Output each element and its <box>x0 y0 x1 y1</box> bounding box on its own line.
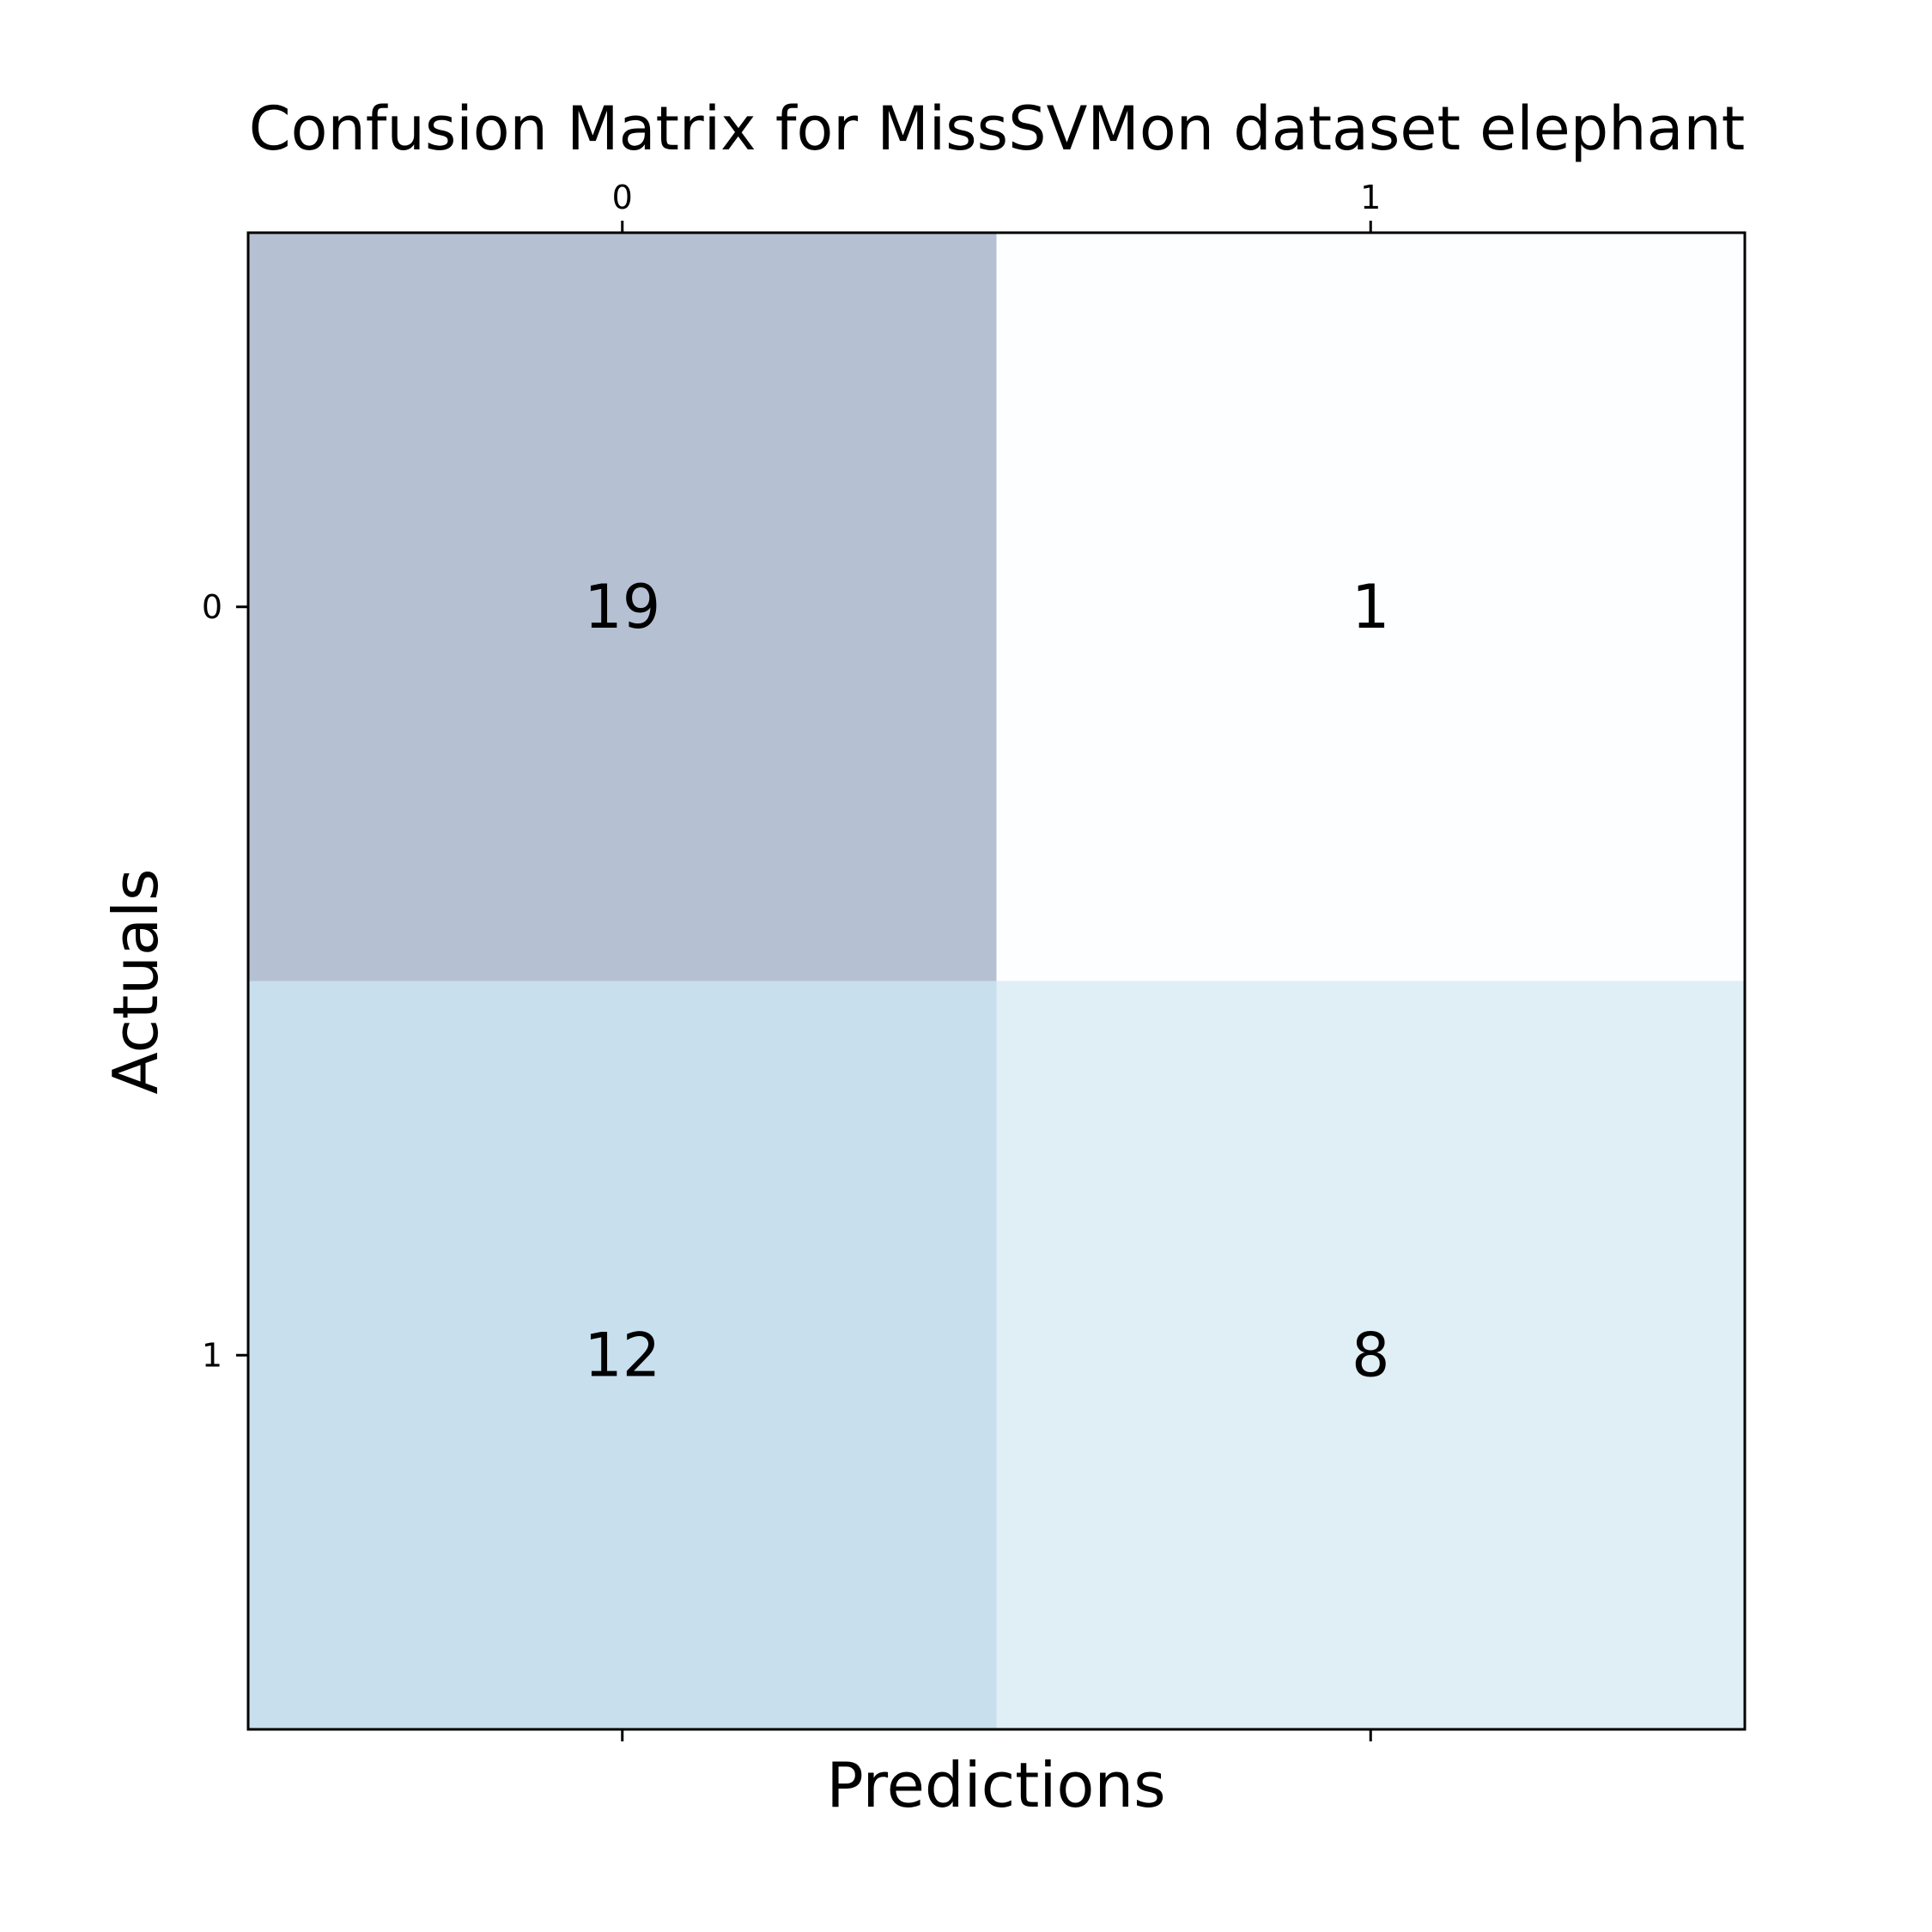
x-tick-label-0: 0 <box>612 179 633 216</box>
x-tick-label-1: 1 <box>1360 179 1381 216</box>
cell-value-label-r1-c0: 12 <box>584 1320 660 1390</box>
y-tick-label-1: 1 <box>202 1336 222 1374</box>
matrix-cell-r1-c0 <box>248 981 997 1730</box>
plot-frame <box>246 231 1747 1731</box>
y-tick-label-0: 0 <box>202 588 222 626</box>
chart-title: Confusion Matrix for MissSVMon dataset e… <box>249 94 1746 164</box>
matrix-cell-r0-c1 <box>996 233 1746 981</box>
axis-ticks: 0 1 0 1 <box>202 179 1381 1741</box>
matrix-cell-r0-c0 <box>248 233 997 981</box>
x-axis-label: Predictions <box>826 1749 1165 1821</box>
matrix-cell-r1-c1 <box>996 981 1746 1730</box>
cell-value-label-r1-c1: 8 <box>1352 1320 1390 1390</box>
cell-value-label-r0-c0: 19 <box>584 572 660 642</box>
heatmap-cells: 19 1 12 8 <box>248 233 1746 1730</box>
cell-value-label-r0-c1: 1 <box>1352 572 1390 642</box>
y-axis-label: Actuals <box>100 868 172 1094</box>
